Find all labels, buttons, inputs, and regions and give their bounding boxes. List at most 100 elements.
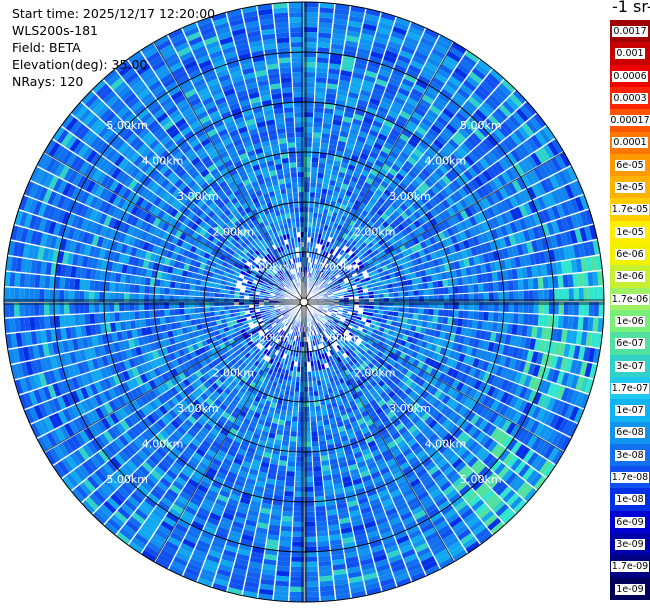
ppi-cell [318, 560, 332, 567]
ppi-cell [404, 387, 413, 396]
ppi-cell [371, 415, 381, 423]
ppi-cell [304, 551, 318, 557]
ppi-cell [353, 304, 359, 308]
ppi-cell [330, 314, 336, 318]
ppi-cell [570, 390, 580, 405]
ppi-cell [370, 544, 385, 553]
ppi-cell [481, 469, 494, 482]
ppi-cell [277, 560, 291, 567]
ppi-cell [286, 410, 293, 417]
ppi-cell [351, 357, 358, 364]
ppi-cell [334, 346, 340, 353]
ppi-cell [351, 420, 359, 428]
ppi-cell [449, 516, 463, 528]
ppi-cell [533, 475, 547, 490]
ppi-cell [395, 422, 405, 432]
ppi-cell [424, 415, 435, 426]
ppi-cell [304, 456, 313, 462]
ppi-cell [189, 302, 195, 308]
ppi-cell [254, 485, 265, 493]
ppi-cell [467, 356, 476, 366]
ppi-cell [360, 443, 370, 452]
ppi-cell [431, 422, 442, 433]
ppi-cell [406, 336, 414, 343]
ppi-cell [406, 496, 419, 507]
ppi-cell [295, 476, 304, 482]
ppi-cell [486, 362, 495, 373]
ppi-cell [352, 477, 363, 486]
ppi-cell [79, 279, 86, 291]
ppi-cell [314, 334, 319, 340]
ppi-cell [174, 295, 180, 302]
ppi-cell [467, 319, 474, 328]
ppi-cell [255, 480, 266, 488]
ppi-cell [380, 577, 396, 587]
ppi-cell [588, 302, 594, 317]
ppi-cell [377, 313, 383, 319]
ppi-cell [311, 436, 319, 442]
ppi-cell [424, 429, 435, 439]
ppi-cell [353, 529, 367, 537]
ppi-cell [590, 332, 598, 348]
ppi-cell [458, 302, 464, 310]
ppi-cell [502, 510, 517, 525]
ppi-cell [271, 509, 282, 516]
ppi-cell [513, 499, 527, 514]
ppi-cell [458, 353, 466, 363]
ppi-cell [317, 535, 330, 542]
ppi-cell [74, 278, 81, 291]
ppi-cell [454, 402, 464, 414]
ppi-cell [331, 401, 338, 409]
ppi-cell [327, 408, 334, 415]
ppi-cell [366, 586, 382, 596]
ppi-cell [553, 415, 565, 431]
ppi-cell [453, 442, 464, 454]
ppi-cell [389, 558, 405, 568]
ppi-cell [322, 469, 332, 476]
ppi-cell [319, 320, 325, 326]
ppi-cell [453, 309, 459, 318]
ppi-cell [375, 516, 389, 526]
ppi-cell [542, 380, 552, 395]
ppi-cell [550, 355, 559, 369]
ppi-cell [516, 413, 527, 427]
ppi-cell [379, 526, 392, 535]
ppi-cell [407, 438, 418, 448]
ppi-cell [389, 516, 402, 526]
ppi-cell [289, 390, 295, 397]
ppi-cell [420, 522, 434, 534]
ppi-cell [445, 324, 453, 333]
ppi-cell [530, 472, 543, 487]
ppi-cell [337, 330, 343, 336]
ppi-cell [267, 534, 280, 541]
ppi-cell [412, 313, 419, 320]
ppi-cell [417, 409, 427, 419]
ppi-cell [532, 314, 539, 326]
ppi-cell [478, 302, 484, 311]
ppi-cell [441, 394, 451, 405]
ppi-cell [481, 360, 490, 372]
ppi-cell [420, 354, 428, 363]
ppi-cell [538, 339, 546, 353]
ppi-cell [388, 554, 403, 564]
ppi-cell [464, 437, 475, 449]
ppi-cell [398, 307, 404, 313]
ppi-cell [316, 520, 328, 527]
ppi-cell [324, 393, 330, 400]
ppi-cell [397, 316, 403, 323]
ppi-cell [272, 418, 280, 425]
ppi-cell [320, 595, 336, 602]
ppi-cell [336, 356, 343, 363]
ppi-cell [442, 374, 451, 384]
ppi-cell [302, 337, 304, 342]
ppi-cell [455, 381, 465, 392]
ppi-cell [443, 309, 449, 317]
ppi-cell [285, 415, 292, 422]
ppi-cell [292, 541, 304, 547]
ppi-cell [468, 366, 477, 377]
ppi-cell [434, 473, 446, 484]
ppi-cell [311, 426, 318, 432]
ppi-cell [466, 410, 476, 422]
ppi-cell [325, 322, 330, 327]
ppi-cell [361, 426, 370, 435]
